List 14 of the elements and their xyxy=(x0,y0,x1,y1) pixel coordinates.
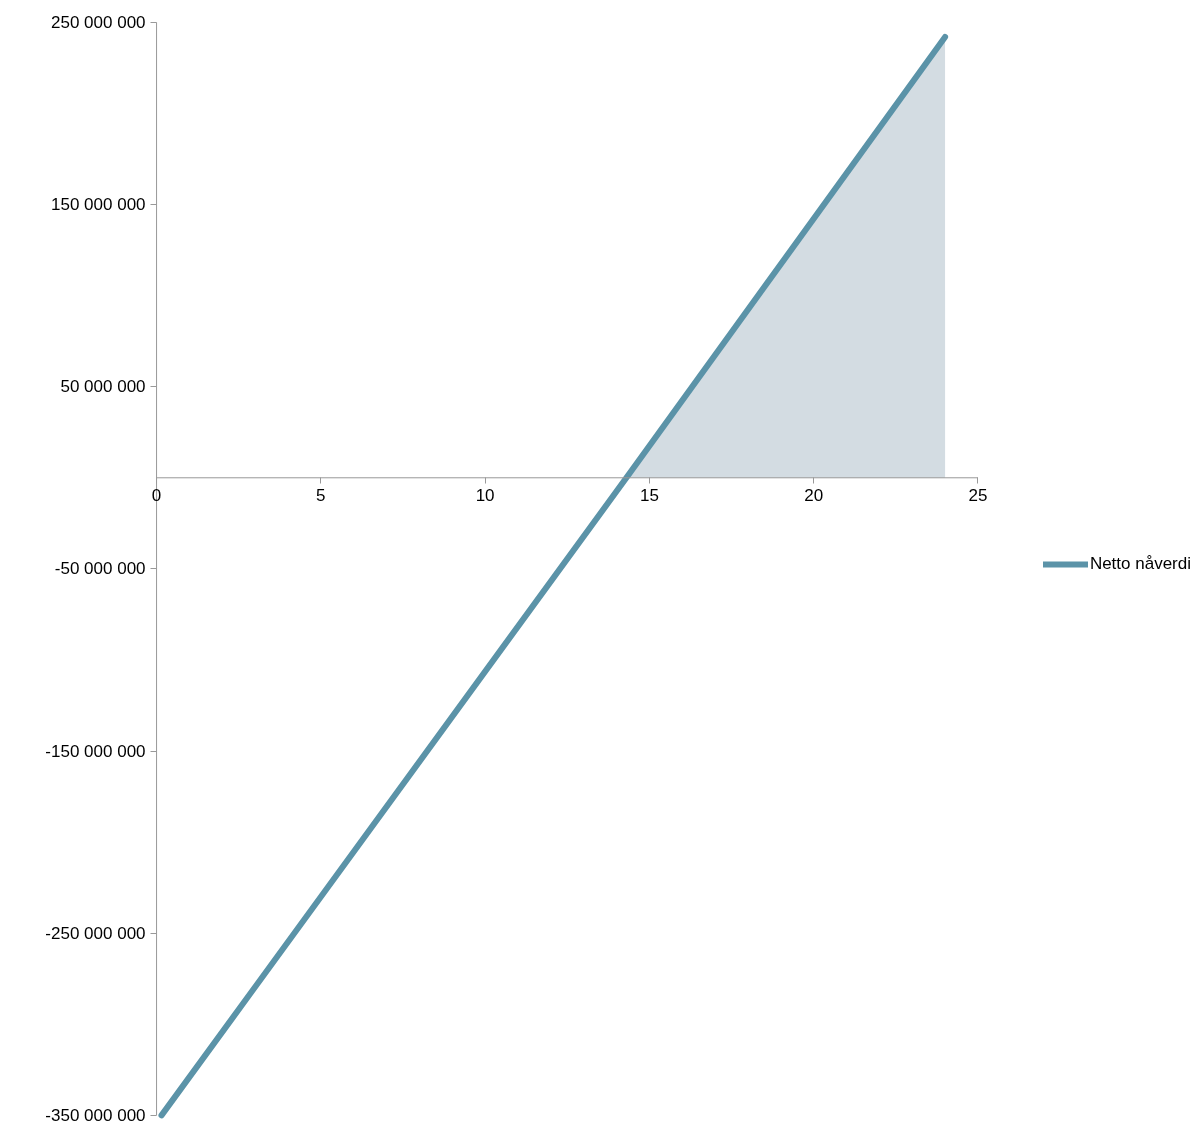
y-tick-label: 250 000 000 xyxy=(51,12,146,32)
x-tick-label: 20 xyxy=(804,485,824,505)
y-tick-label: -150 000 000 xyxy=(45,741,146,761)
x-tick-label: 15 xyxy=(639,485,659,505)
x-tick-label: 0 xyxy=(151,485,162,505)
y-tick-label: -50 000 000 xyxy=(54,559,146,579)
y-tick-label: 150 000 000 xyxy=(51,195,146,215)
x-tick-label: 5 xyxy=(316,485,326,505)
legend-label: Netto nåverdi xyxy=(1089,554,1191,574)
x-tick-label: 25 xyxy=(968,485,988,505)
y-tick-label: -250 000 000 xyxy=(45,923,146,943)
y-tick-label: -350 000 000 xyxy=(45,1105,146,1125)
x-tick-label: 10 xyxy=(475,485,495,505)
y-tick-label: 50 000 000 xyxy=(60,377,146,397)
